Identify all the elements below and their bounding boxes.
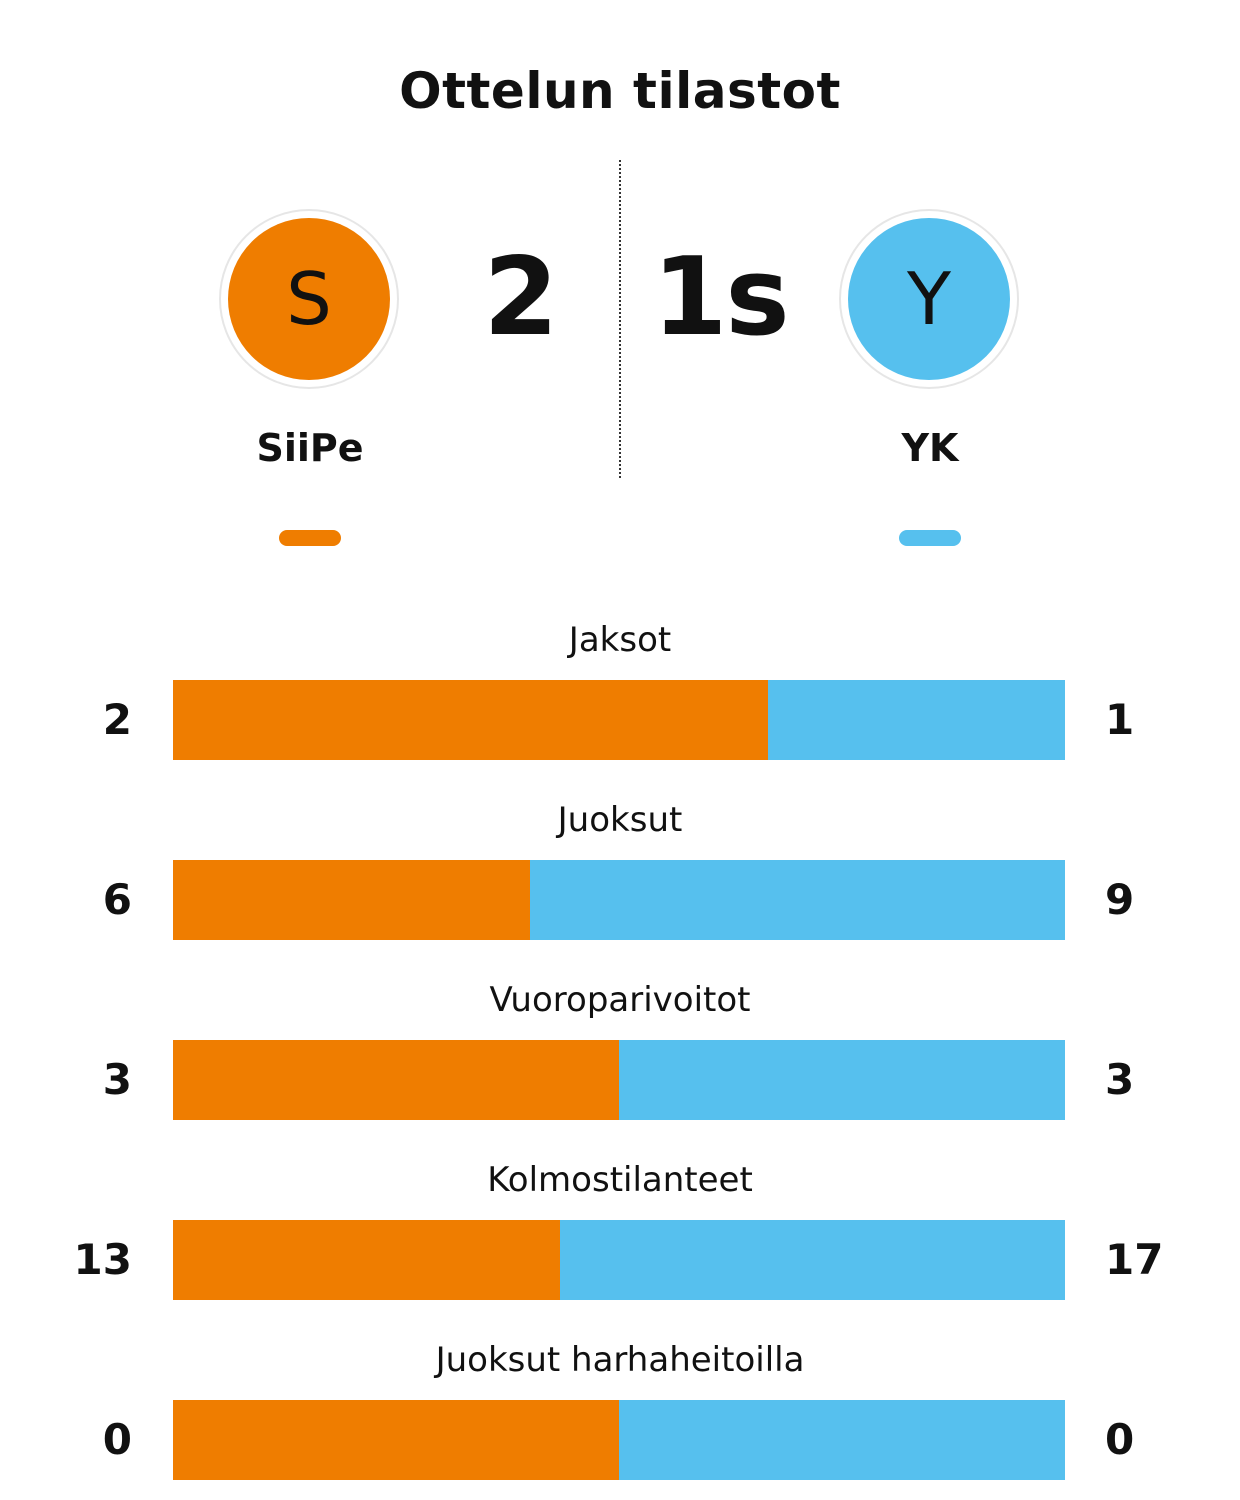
stat-bar-home-segment: [173, 680, 768, 760]
home-legend-swatch: [279, 530, 341, 546]
stat-value-home: 13: [73, 1235, 132, 1284]
home-team-logo-initial: S: [228, 218, 390, 380]
home-team-logo: S: [219, 209, 399, 389]
stat-bar-home-segment: [173, 1040, 619, 1120]
stat-value-home: 6: [102, 875, 132, 924]
stat-bar: [173, 860, 1065, 940]
stat-label: Vuoroparivoitot: [489, 980, 751, 1020]
stat-label: Juoksut harhaheitoilla: [435, 1340, 805, 1380]
away-legend-swatch: [899, 530, 961, 546]
stat-bar-away-segment: [559, 1220, 1065, 1300]
stat-value-away: 17: [1105, 1235, 1164, 1284]
score-divider: [619, 160, 621, 478]
home-team-name: SiiPe: [256, 426, 364, 470]
stat-bar: [173, 1400, 1065, 1480]
stat-label: Kolmostilanteet: [487, 1160, 753, 1200]
stat-value-home: 3: [102, 1055, 132, 1104]
away-team-logo-initial: Y: [848, 218, 1010, 380]
page-title: Ottelun tilastot: [399, 62, 841, 120]
stat-bar: [173, 680, 1065, 760]
stat-value-away: 3: [1105, 1055, 1135, 1104]
stat-label: Juoksut: [557, 800, 683, 840]
away-team-logo: Y: [839, 209, 1019, 389]
stat-label: Jaksot: [568, 620, 672, 660]
stat-bar: [173, 1040, 1065, 1120]
stat-value-home: 0: [102, 1415, 132, 1464]
stat-value-away: 9: [1105, 875, 1135, 924]
stat-bar-away-segment: [767, 680, 1065, 760]
stat-bar-home-segment: [173, 1400, 619, 1480]
away-team-name: YK: [901, 426, 959, 470]
stat-bar: [173, 1220, 1065, 1300]
stat-bar-home-segment: [173, 860, 530, 940]
stat-bar-home-segment: [173, 1220, 560, 1300]
stat-bar-away-segment: [619, 1040, 1065, 1120]
stat-value-away: 0: [1105, 1415, 1135, 1464]
stat-bar-away-segment: [619, 1400, 1065, 1480]
away-team-score: 1s: [652, 235, 789, 360]
stat-value-away: 1: [1105, 695, 1135, 744]
stat-value-home: 2: [102, 695, 132, 744]
home-team-score: 2: [483, 235, 558, 360]
stat-bar-away-segment: [529, 860, 1065, 940]
